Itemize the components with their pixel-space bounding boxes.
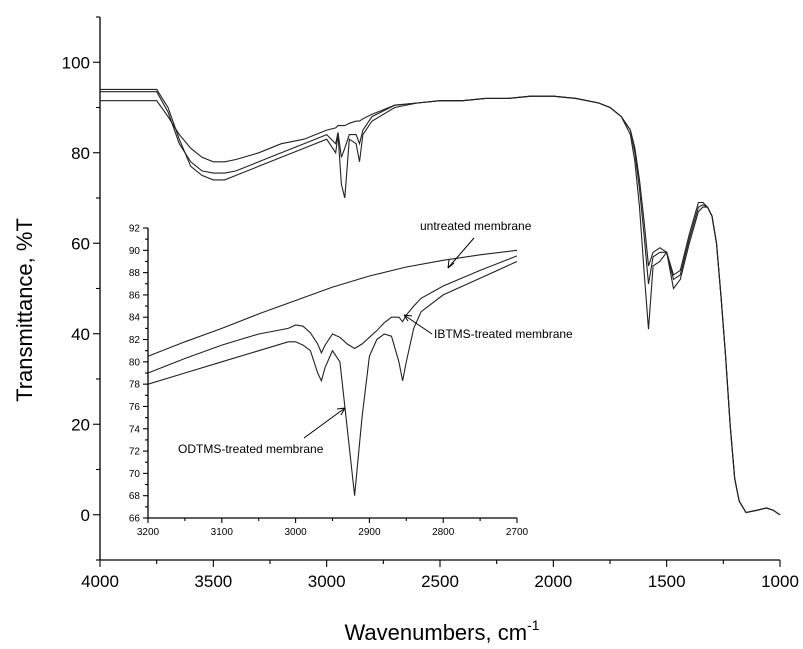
- y-tick-label: 0: [81, 506, 90, 525]
- inset-x-tick-label: 3000: [284, 527, 307, 538]
- x-tick-label: 3000: [308, 572, 346, 591]
- x-tick-label: 3500: [194, 572, 232, 591]
- x-tick-label: 2000: [534, 572, 572, 591]
- annotation-untreated-membrane: untreated membrane: [420, 219, 532, 233]
- annotation-odtms-arrow: [303, 407, 346, 439]
- inset-y-tick-label: 78: [129, 380, 141, 391]
- x-axis-title-superscript: -1: [527, 617, 540, 633]
- inset-y-tick-label: 92: [129, 224, 141, 235]
- inset-y-tick-label: 90: [129, 246, 141, 257]
- y-tick-label: 20: [71, 415, 90, 434]
- y-tick-label: 80: [71, 144, 90, 163]
- annotation-odtms-arrowhead: [336, 407, 346, 416]
- inset-y-tick-label: 76: [129, 402, 141, 413]
- inset-plot-area: [147, 249, 518, 496]
- x-tick-label: 1000: [761, 572, 799, 591]
- y-axis-title: Transmittance, %T: [12, 218, 37, 402]
- inset-series-line-2: [147, 255, 518, 374]
- main-series-line-3: [100, 95, 781, 516]
- annotation-ibtms-arrowhead: [403, 314, 413, 322]
- inset-y-tick-label: 86: [129, 290, 141, 301]
- annotation-odtms-membrane: ODTMS-treated membrane: [178, 442, 324, 456]
- inset-axes: 3200 3100 3000 2900 2800 2700 66 68 70 72 74 76 78 80…: [129, 224, 529, 539]
- main-plot-area: [100, 88, 781, 516]
- annotation-ibtms-membrane: IBTMS-treated membrane: [434, 327, 573, 341]
- x-tick-label: 2500: [421, 572, 459, 591]
- inset-x-tick-label: 2800: [432, 527, 455, 538]
- x-axis-title-text: Wavenumbers, cm: [344, 620, 527, 645]
- y-tick-label: 100: [62, 53, 90, 72]
- x-tick-label: 4000: [81, 572, 119, 591]
- inset-y-tick-label: 70: [129, 469, 141, 480]
- y-tick-label: 60: [71, 234, 90, 253]
- inset-y-tick-label: 84: [129, 313, 141, 324]
- inset-x-tick-label: 2900: [358, 527, 381, 538]
- inset-y-tick-label: 88: [129, 268, 141, 279]
- inset-y-tick-label: 80: [129, 357, 141, 368]
- x-tick-label: 1500: [648, 572, 686, 591]
- inset-y-tick-label: 82: [129, 335, 141, 346]
- inset-x-tick-label: 3200: [137, 527, 160, 538]
- y-tick-label: 40: [71, 325, 90, 344]
- inset-y-tick-label: 68: [129, 491, 141, 502]
- annotation-ibtms-arrow: [403, 314, 433, 335]
- x-axis-title: Wavenumbers, cm-1: [344, 617, 539, 645]
- inset-y-tick-label: 66: [129, 514, 141, 525]
- inset-x-tick-label: 2700: [506, 527, 529, 538]
- main-axes: 4000 3500 3000 2500 2000 1500 1000 0 20 40 60 80 100: [62, 16, 799, 591]
- annotation-untreated-arrowhead: [447, 259, 455, 269]
- annotation-untreated-arrow: [447, 237, 475, 269]
- inset-y-tick-label: 72: [129, 447, 141, 458]
- inset-x-tick-label: 3100: [211, 527, 234, 538]
- inset-y-tick-label: 74: [129, 424, 141, 435]
- inset-series-line-1: [147, 260, 518, 496]
- inset-series-line-3: [147, 249, 518, 357]
